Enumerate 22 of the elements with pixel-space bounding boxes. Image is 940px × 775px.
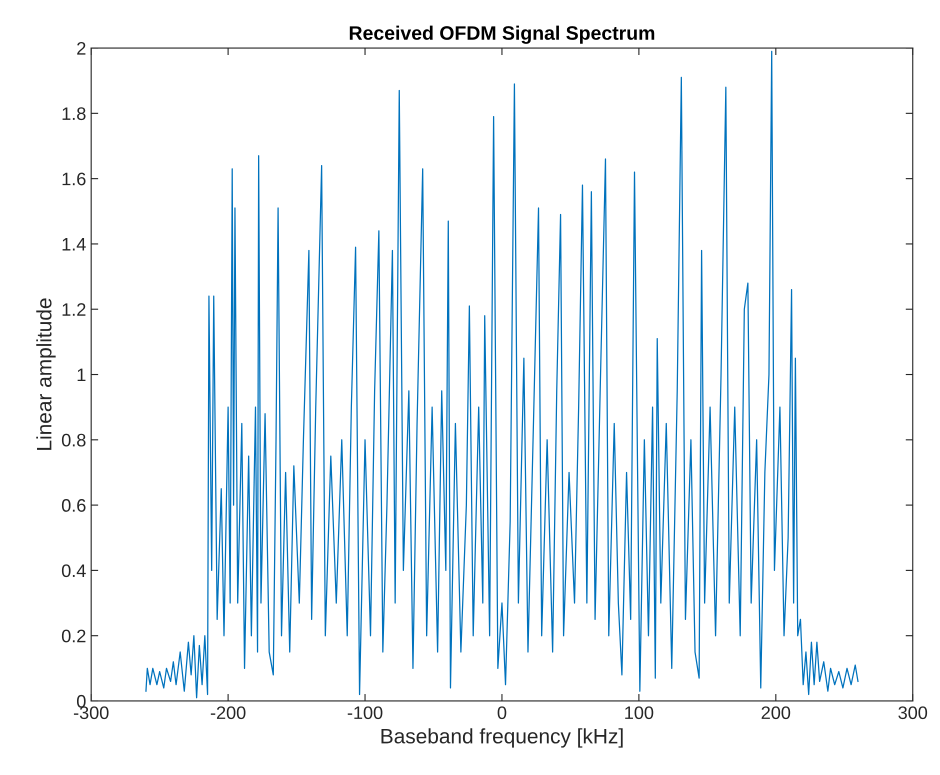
x-tick-label: -300 [74,706,109,720]
x-tick-label: 200 [762,706,790,720]
y-tick-label: 1.2 [62,303,86,316]
y-tick-label: 0 [76,694,86,708]
y-tick-label: 2 [77,42,86,55]
y-tick-label: 0.6 [62,499,86,512]
y-axis-title: Linear amplitude [36,298,56,450]
x-axis-title: Baseband frequency [kHz] [382,728,623,748]
y-tick-label: 1.6 [62,172,86,186]
y-tick-label: 0.4 [62,564,86,578]
x-tick-label: -200 [210,706,246,720]
y-tick-label: 1.4 [62,238,86,250]
y-tick-label: 0.2 [62,630,86,642]
x-tick-label: 300 [898,706,928,720]
y-tick-label: 0.8 [62,434,86,447]
chart-title: Received OFDM Signal Spectrum [350,26,654,44]
x-tick-label: -100 [348,706,382,720]
x-tick-label: 100 [625,706,654,720]
x-tick-label: 0 [498,706,506,720]
y-tick-label: 1.8 [62,107,86,120]
y-tick-label: 1 [78,368,86,382]
line-series [145,50,859,698]
